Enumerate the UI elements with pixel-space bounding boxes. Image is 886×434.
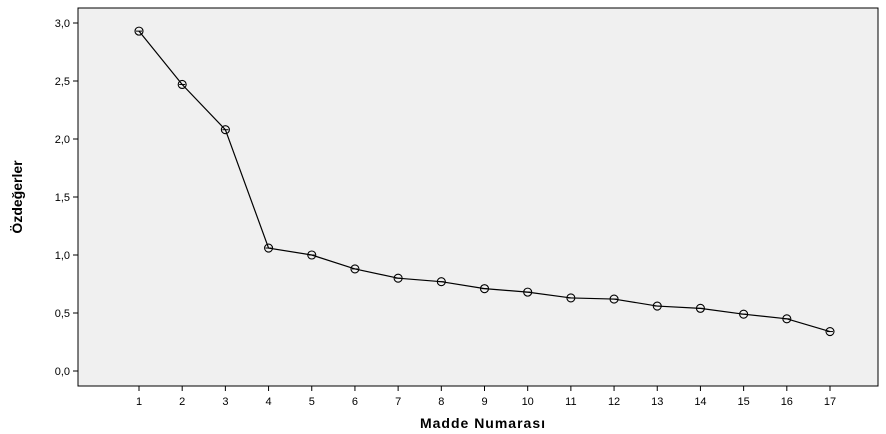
y-axis-title: Özdeğerler: [9, 160, 25, 234]
y-tick-label: 0,5: [55, 308, 70, 320]
x-tick-label: 15: [738, 396, 750, 408]
x-tick-label: 10: [522, 396, 534, 408]
y-tick-label: 2,5: [55, 76, 70, 88]
x-tick-label: 1: [136, 396, 142, 408]
x-tick-label: 16: [781, 396, 793, 408]
x-tick-label: 11: [565, 396, 576, 408]
x-tick-label: 3: [222, 396, 228, 408]
x-tick-label: 4: [266, 396, 272, 408]
x-tick-label: 12: [608, 396, 620, 408]
y-tick-label: 3,0: [55, 18, 70, 30]
x-tick-label: 13: [651, 396, 663, 408]
y-tick-label: 2,0: [55, 134, 70, 146]
y-tick-label: 0,0: [55, 366, 70, 378]
y-tick-label: 1,5: [55, 192, 70, 204]
x-tick-label: 6: [352, 396, 358, 408]
x-tick-label: 17: [824, 396, 836, 408]
x-tick-label: 5: [309, 396, 315, 408]
x-tick-label: 2: [179, 396, 185, 408]
x-tick-label: 8: [438, 396, 444, 408]
x-tick-label: 9: [481, 396, 487, 408]
x-axis-title: Madde Numarası: [420, 415, 546, 431]
x-tick-label: 7: [395, 396, 401, 408]
x-axis: 1 2 3 4 5 6 7 8 9 10 11 12 13 14 15 16 17: [136, 386, 836, 408]
y-tick-label: 1,0: [55, 250, 70, 262]
x-tick-label: 14: [694, 396, 706, 408]
y-axis: 0,0 0,5 1,0 1,5 2,0 2,5 3,0: [55, 18, 78, 378]
plot-area: [78, 8, 878, 386]
